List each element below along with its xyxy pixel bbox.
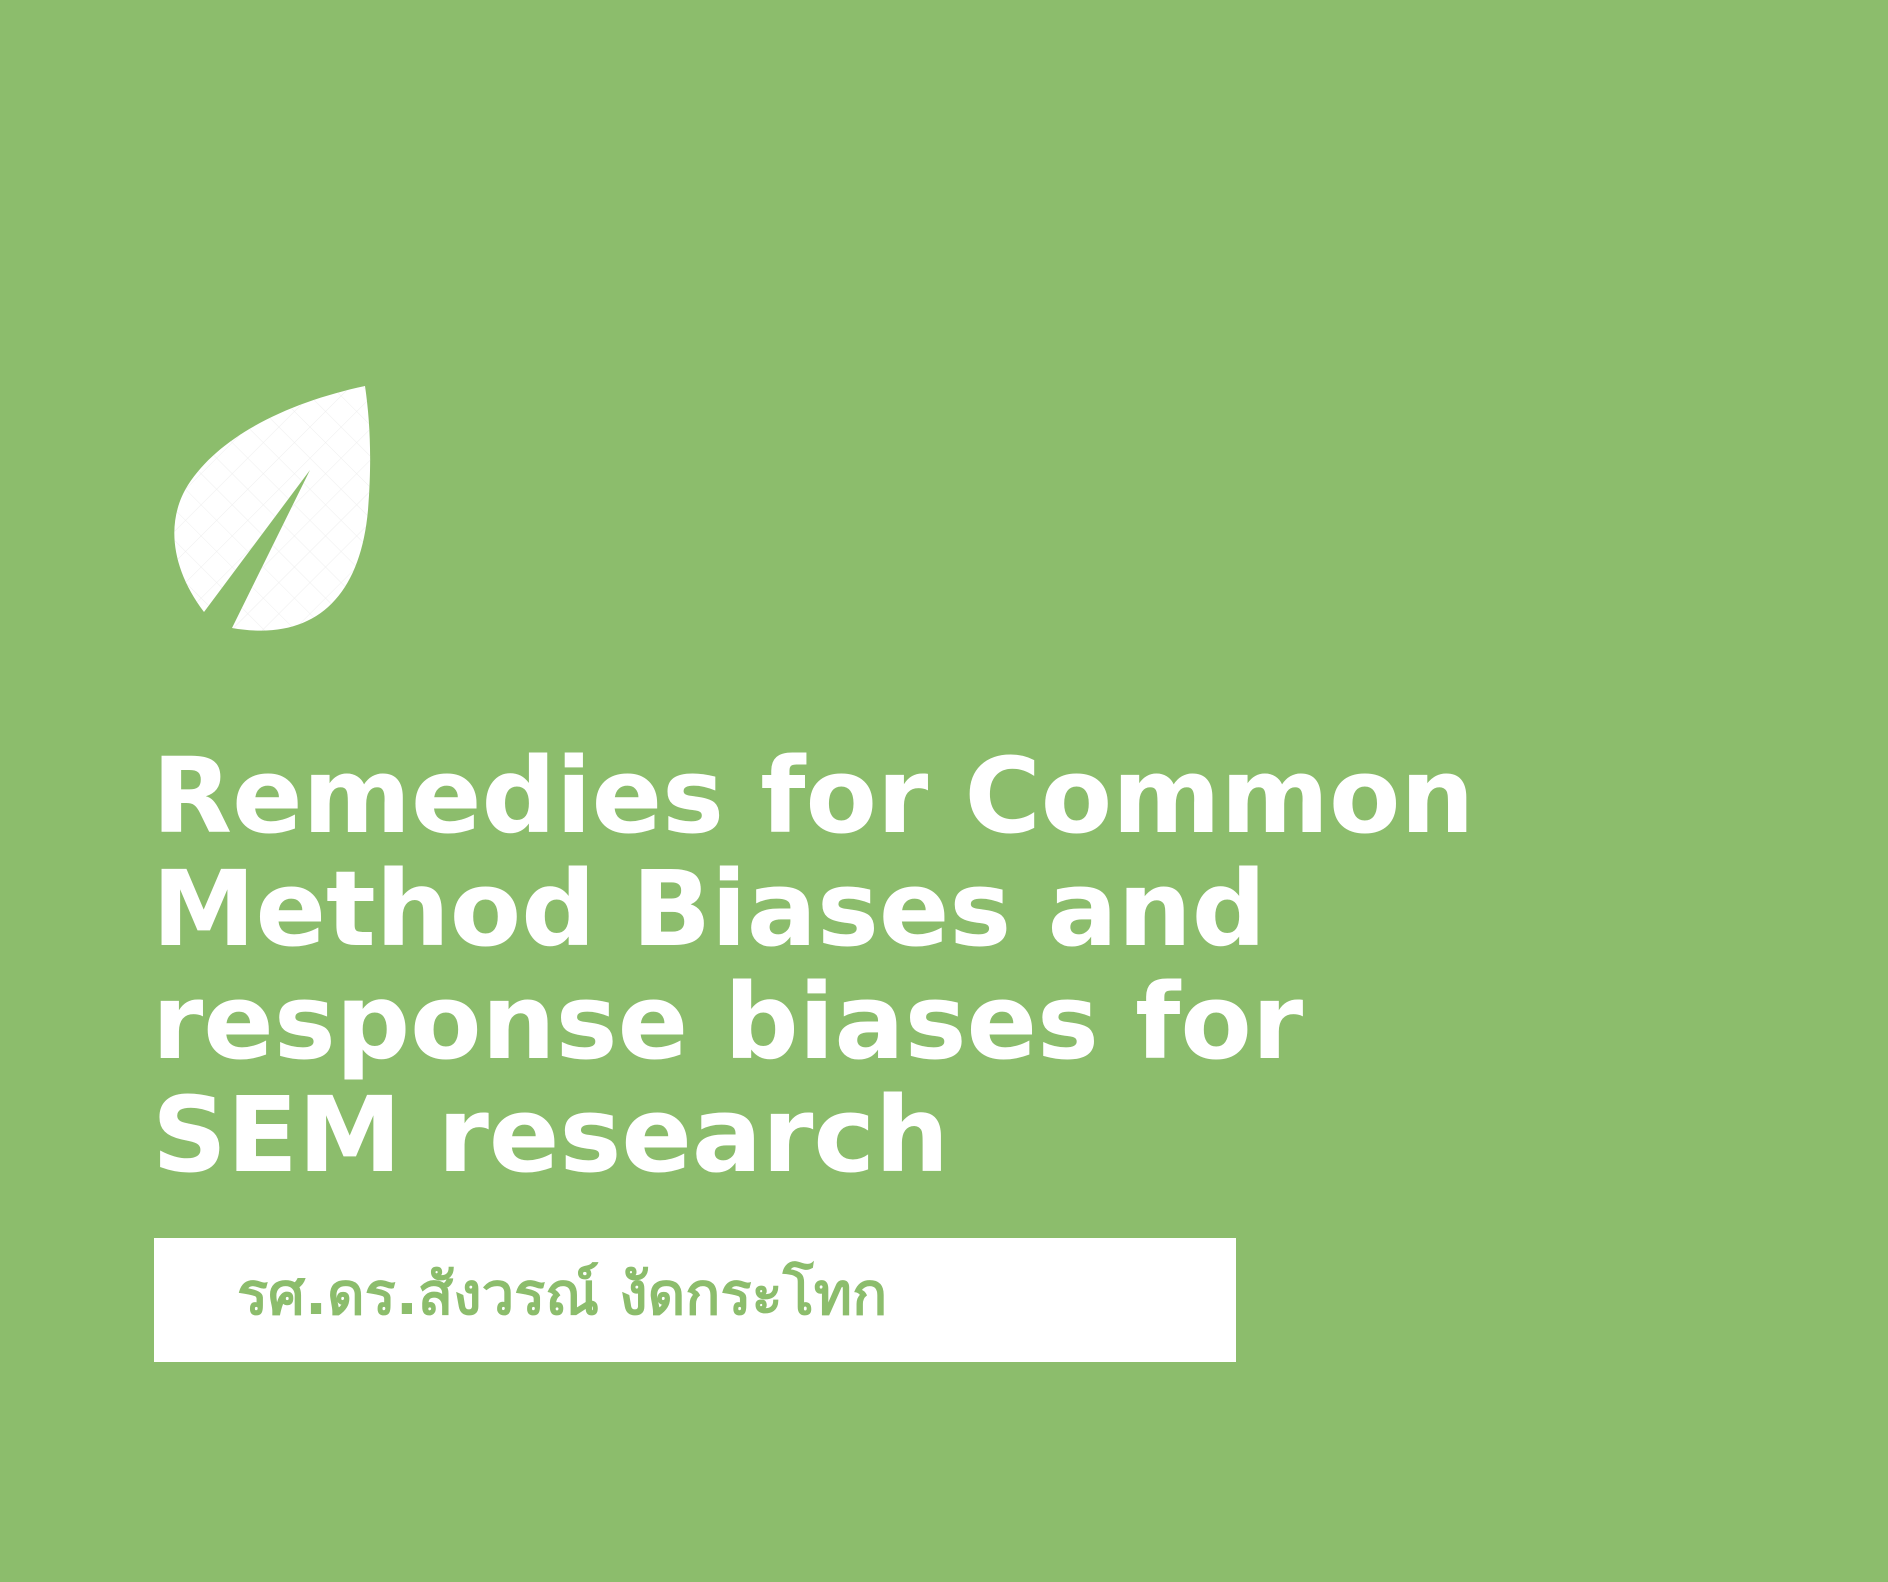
title-line-3: response biases for	[152, 961, 1304, 1083]
author-box: รศ.ดร.สังวรณ์ งัดกระโทก	[154, 1238, 1236, 1362]
title-line-1: Remedies for Common	[152, 735, 1475, 857]
page-title: Remedies for Common Method Biases and re…	[152, 740, 1672, 1192]
author-name: รศ.ดร.สังวรณ์ งัดกระโทก	[237, 1260, 888, 1328]
leaf-icon	[174, 386, 371, 631]
title-line-4: SEM research	[152, 1074, 950, 1196]
title-line-2: Method Biases and	[152, 848, 1267, 970]
